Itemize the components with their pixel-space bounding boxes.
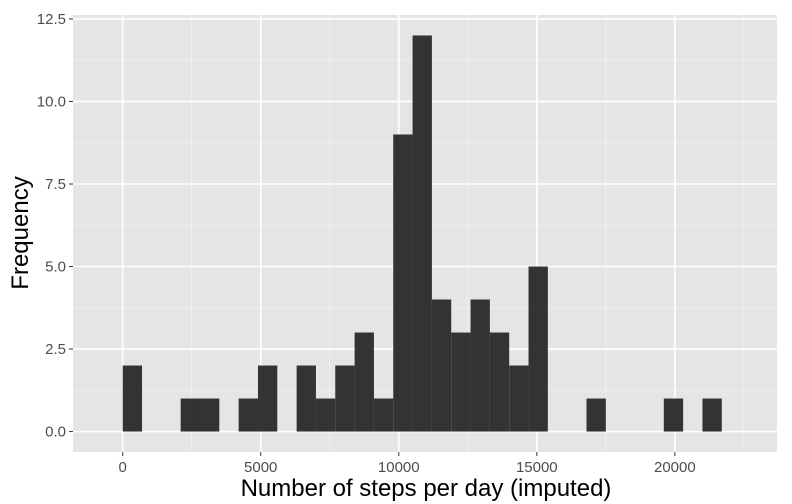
y-axis-title: Frequency xyxy=(7,176,34,289)
x-axis-title: Number of steps per day (imputed) xyxy=(241,475,612,502)
y-tick-label: 5.0 xyxy=(45,259,66,276)
x-tick-label: 10000 xyxy=(378,459,420,476)
histogram-bars xyxy=(122,35,722,432)
histogram-bar xyxy=(180,398,200,432)
y-tick-label: 2.5 xyxy=(45,341,66,358)
y-tick-label: 10.0 xyxy=(37,93,66,110)
y-tick-label: 0.0 xyxy=(45,424,66,441)
x-axis-ticks: 0 5000 10000 15000 20000 xyxy=(119,452,696,476)
y-tick-label: 7.5 xyxy=(45,176,66,193)
histogram-bar xyxy=(122,365,143,432)
histogram-bar xyxy=(412,35,432,432)
histogram-bar xyxy=(528,266,548,432)
histogram-bar xyxy=(335,365,355,432)
x-tick-label: 5000 xyxy=(244,459,277,476)
histogram-bar xyxy=(315,398,336,432)
x-tick-label: 20000 xyxy=(654,459,696,476)
histogram-bar xyxy=(199,398,220,432)
x-tick-label: 15000 xyxy=(516,459,558,476)
histogram-bar xyxy=(354,332,374,432)
histogram-bar xyxy=(702,398,722,432)
histogram-bar xyxy=(663,398,684,432)
histogram-bar xyxy=(431,299,452,432)
histogram-bar xyxy=(393,134,413,432)
histogram-bar xyxy=(586,398,606,432)
histogram-bar xyxy=(489,332,510,432)
histogram-bar xyxy=(238,398,258,432)
histogram-bar xyxy=(373,398,394,432)
x-tick-label: 0 xyxy=(119,459,127,476)
histogram-bar xyxy=(257,365,278,432)
histogram-bar xyxy=(296,365,316,432)
histogram-bar xyxy=(451,332,471,432)
histogram-bar xyxy=(509,365,529,432)
y-axis-ticks: 0.0 2.5 5.0 7.5 10.0 12.5 xyxy=(37,11,73,441)
y-tick-label: 12.5 xyxy=(37,11,66,28)
histogram-bar xyxy=(470,299,490,432)
